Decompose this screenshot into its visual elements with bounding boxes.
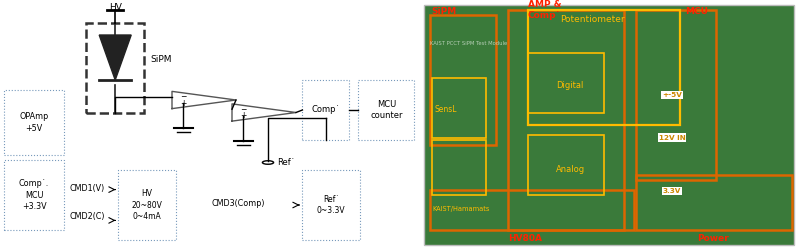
Text: HV
20~80V
0~4mA: HV 20~80V 0~4mA: [132, 189, 162, 221]
Bar: [302, 80, 349, 140]
Text: SiPM: SiPM: [150, 56, 172, 64]
Text: AMP &
Comp˙: AMP & Comp˙: [528, 0, 562, 20]
Bar: [86, 22, 144, 112]
Bar: [302, 170, 360, 240]
Text: Digital: Digital: [556, 80, 583, 90]
Text: SensL: SensL: [434, 106, 457, 114]
Bar: [432, 140, 486, 195]
Bar: [508, 10, 624, 230]
Bar: [358, 80, 414, 140]
Text: HV: HV: [109, 3, 122, 12]
Text: Power: Power: [698, 234, 730, 243]
Text: MCU: MCU: [685, 7, 708, 16]
Text: KAIST PCCT SiPM Test Module: KAIST PCCT SiPM Test Module: [430, 40, 508, 46]
Bar: [424, 5, 794, 245]
Text: Comp˙: Comp˙: [311, 106, 340, 114]
Text: SiPM: SiPM: [431, 7, 457, 16]
Text: Ref˙
0~3.3V: Ref˙ 0~3.3V: [317, 195, 346, 215]
Bar: [432, 78, 486, 138]
Bar: [636, 175, 792, 230]
Text: KAIST/Hamamats: KAIST/Hamamats: [433, 206, 490, 212]
Bar: [636, 10, 716, 180]
Bar: [4, 90, 64, 155]
Text: Analog: Analog: [556, 166, 585, 174]
Bar: [528, 52, 604, 112]
Text: MCU
counter: MCU counter: [370, 100, 402, 120]
Bar: [528, 10, 680, 125]
Bar: [430, 190, 634, 230]
Text: +: +: [240, 111, 246, 120]
Text: Potentiometer: Potentiometer: [560, 16, 625, 24]
Bar: [430, 15, 496, 145]
Text: +-5V: +-5V: [662, 92, 682, 98]
Text: OPAmp
+5V: OPAmp +5V: [19, 112, 49, 133]
Text: −: −: [180, 92, 186, 101]
Text: Comp˙.
MCU
+3.3V: Comp˙. MCU +3.3V: [19, 179, 49, 211]
Text: 12V IN: 12V IN: [658, 134, 686, 140]
Text: CMD1(V): CMD1(V): [70, 184, 105, 193]
Text: +: +: [180, 99, 186, 108]
Text: 3.3V: 3.3V: [663, 188, 681, 194]
Text: HV80A: HV80A: [508, 234, 542, 243]
Text: Ref˙: Ref˙: [278, 158, 296, 167]
Bar: [4, 160, 64, 230]
Text: CMD3(Comp): CMD3(Comp): [211, 199, 265, 208]
Polygon shape: [99, 35, 131, 80]
Text: CMD2(C): CMD2(C): [70, 212, 105, 221]
Bar: [528, 135, 604, 195]
Text: −: −: [240, 105, 246, 114]
Bar: [118, 170, 176, 240]
